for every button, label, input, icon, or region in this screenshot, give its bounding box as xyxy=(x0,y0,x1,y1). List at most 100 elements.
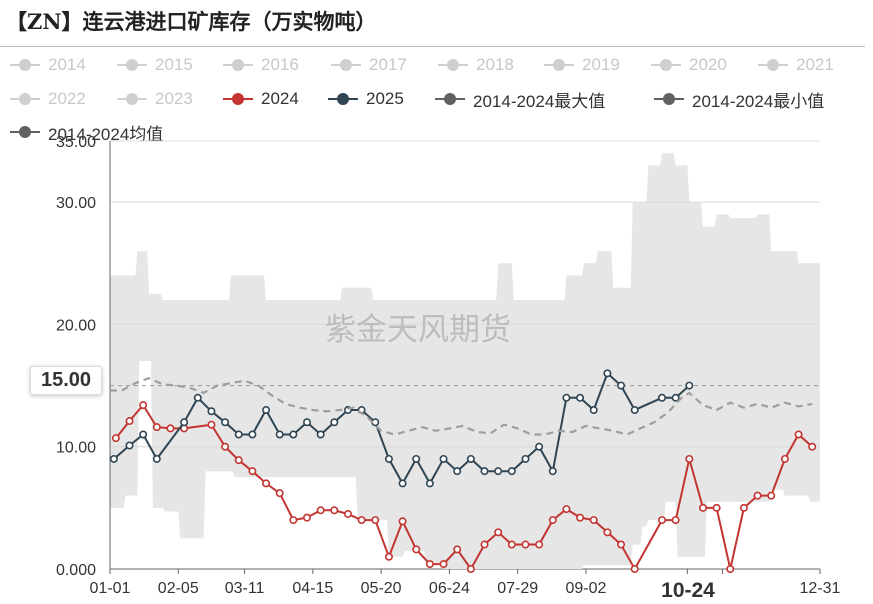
data-point-2024 xyxy=(275,489,284,498)
y-axis-pointer-label: 15.00 xyxy=(30,366,102,395)
legend-symbol-icon xyxy=(436,58,470,72)
data-point-2025 xyxy=(152,454,161,463)
legend-item-2019[interactable]: 2019 xyxy=(542,54,620,76)
legend-label: 2015 xyxy=(155,55,193,74)
chart-title: 【ZN】连云港进口矿库存（万实物吨） xyxy=(6,9,377,34)
data-point-2024 xyxy=(343,509,352,518)
data-point-2024 xyxy=(125,417,134,426)
legend-symbol-icon xyxy=(756,58,790,72)
data-point-2025 xyxy=(521,454,530,463)
data-point-2024 xyxy=(371,516,380,525)
data-point-2025 xyxy=(248,430,257,439)
legend-label: 2014 xyxy=(48,55,86,74)
data-point-2025 xyxy=(466,454,475,463)
data-point-2025 xyxy=(262,406,271,415)
data-point-2025 xyxy=(180,418,189,427)
x-axis-pointer-label: 10-24 xyxy=(648,577,728,604)
data-point-2024 xyxy=(139,401,148,410)
legend-item-2018[interactable]: 2018 xyxy=(436,54,514,76)
data-point-2024 xyxy=(698,503,707,512)
data-point-2025 xyxy=(384,454,393,463)
data-point-2025 xyxy=(221,418,230,427)
legend-symbol-icon xyxy=(221,92,255,106)
legend-label: 2021 xyxy=(796,55,834,74)
legend-item-2021[interactable]: 2021 xyxy=(756,54,834,76)
legend-item-2024[interactable]: 2024 xyxy=(221,88,299,110)
data-point-2025 xyxy=(412,454,421,463)
data-point-2024 xyxy=(357,516,366,525)
data-point-2025 xyxy=(439,454,448,463)
data-point-2024 xyxy=(466,564,475,573)
legend-item-2014-2024最小值[interactable]: 2014-2024最小值 xyxy=(652,88,824,111)
legend-item-2025[interactable]: 2025 xyxy=(326,88,404,110)
legend-item-2017[interactable]: 2017 xyxy=(329,54,407,76)
data-point-2025 xyxy=(109,454,118,463)
data-point-2024 xyxy=(316,506,325,515)
data-point-2024 xyxy=(617,540,626,549)
data-point-2025 xyxy=(603,369,612,378)
data-point-2024 xyxy=(712,503,721,512)
data-point-2024 xyxy=(726,564,735,573)
data-point-2025 xyxy=(234,430,243,439)
x-tick-label: 05-20 xyxy=(361,580,402,597)
x-tick-label: 04-15 xyxy=(292,580,333,597)
y-tick-label: 20.00 xyxy=(56,317,96,334)
data-point-2024 xyxy=(671,516,680,525)
legend-item-2022[interactable]: 2022 xyxy=(8,88,86,110)
data-point-2024 xyxy=(630,564,639,573)
data-point-2024 xyxy=(658,516,667,525)
data-point-2025 xyxy=(576,393,585,402)
legend-symbol-icon xyxy=(8,125,42,139)
legend-label: 2024 xyxy=(261,89,299,108)
data-point-2025 xyxy=(425,479,434,488)
data-point-2024 xyxy=(589,516,598,525)
legend-label: 2023 xyxy=(155,89,193,108)
data-point-2024 xyxy=(548,516,557,525)
data-point-2024 xyxy=(425,560,434,569)
data-point-2025 xyxy=(671,393,680,402)
data-point-2024 xyxy=(262,479,271,488)
data-point-2024 xyxy=(767,491,776,500)
legend-label: 2019 xyxy=(582,55,620,74)
data-point-2024 xyxy=(303,513,312,522)
data-point-2025 xyxy=(535,442,544,451)
legend-symbol-icon xyxy=(221,58,255,72)
data-point-2024 xyxy=(535,540,544,549)
legend-label: 2018 xyxy=(476,55,514,74)
y-tick-label: 10.00 xyxy=(56,440,96,457)
legend-label: 2025 xyxy=(366,89,404,108)
legend-item-2014-2024均值[interactable]: 2014-2024均值 xyxy=(8,121,163,144)
legend: 2014 2015 2016 2017 2018 2019 2020 2021 2022 2023… xyxy=(0,52,873,144)
legend-item-2015[interactable]: 2015 xyxy=(115,54,193,76)
data-point-2025 xyxy=(589,406,598,415)
data-point-2025 xyxy=(193,393,202,402)
data-point-2025 xyxy=(617,381,626,390)
legend-symbol-icon xyxy=(115,92,149,106)
legend-label: 2016 xyxy=(261,55,299,74)
data-point-2025 xyxy=(207,407,216,416)
title-divider xyxy=(0,46,865,47)
data-point-2024 xyxy=(221,442,230,451)
legend-item-2014[interactable]: 2014 xyxy=(8,54,86,76)
data-point-2024 xyxy=(412,545,421,554)
legend-item-2023[interactable]: 2023 xyxy=(115,88,193,110)
legend-symbol-icon xyxy=(329,58,363,72)
legend-label: 2022 xyxy=(48,89,86,108)
legend-symbol-icon xyxy=(326,92,360,106)
data-point-2024 xyxy=(289,516,298,525)
legend-symbol-icon xyxy=(433,92,467,106)
data-point-2024 xyxy=(330,506,339,515)
legend-item-2020[interactable]: 2020 xyxy=(649,54,727,76)
data-point-2024 xyxy=(739,503,748,512)
data-point-2025 xyxy=(494,467,503,476)
y-tick-label: 35.00 xyxy=(56,134,96,151)
legend-symbol-icon xyxy=(8,58,42,72)
data-point-2025 xyxy=(658,393,667,402)
x-tick-label: 12-31 xyxy=(800,580,841,597)
data-point-2024 xyxy=(111,434,120,443)
legend-symbol-icon xyxy=(8,92,42,106)
series-line-2014-2024均值 xyxy=(110,377,813,436)
legend-symbol-icon xyxy=(115,58,149,72)
legend-item-2014-2024最大值[interactable]: 2014-2024最大值 xyxy=(433,88,605,111)
legend-item-2016[interactable]: 2016 xyxy=(221,54,299,76)
